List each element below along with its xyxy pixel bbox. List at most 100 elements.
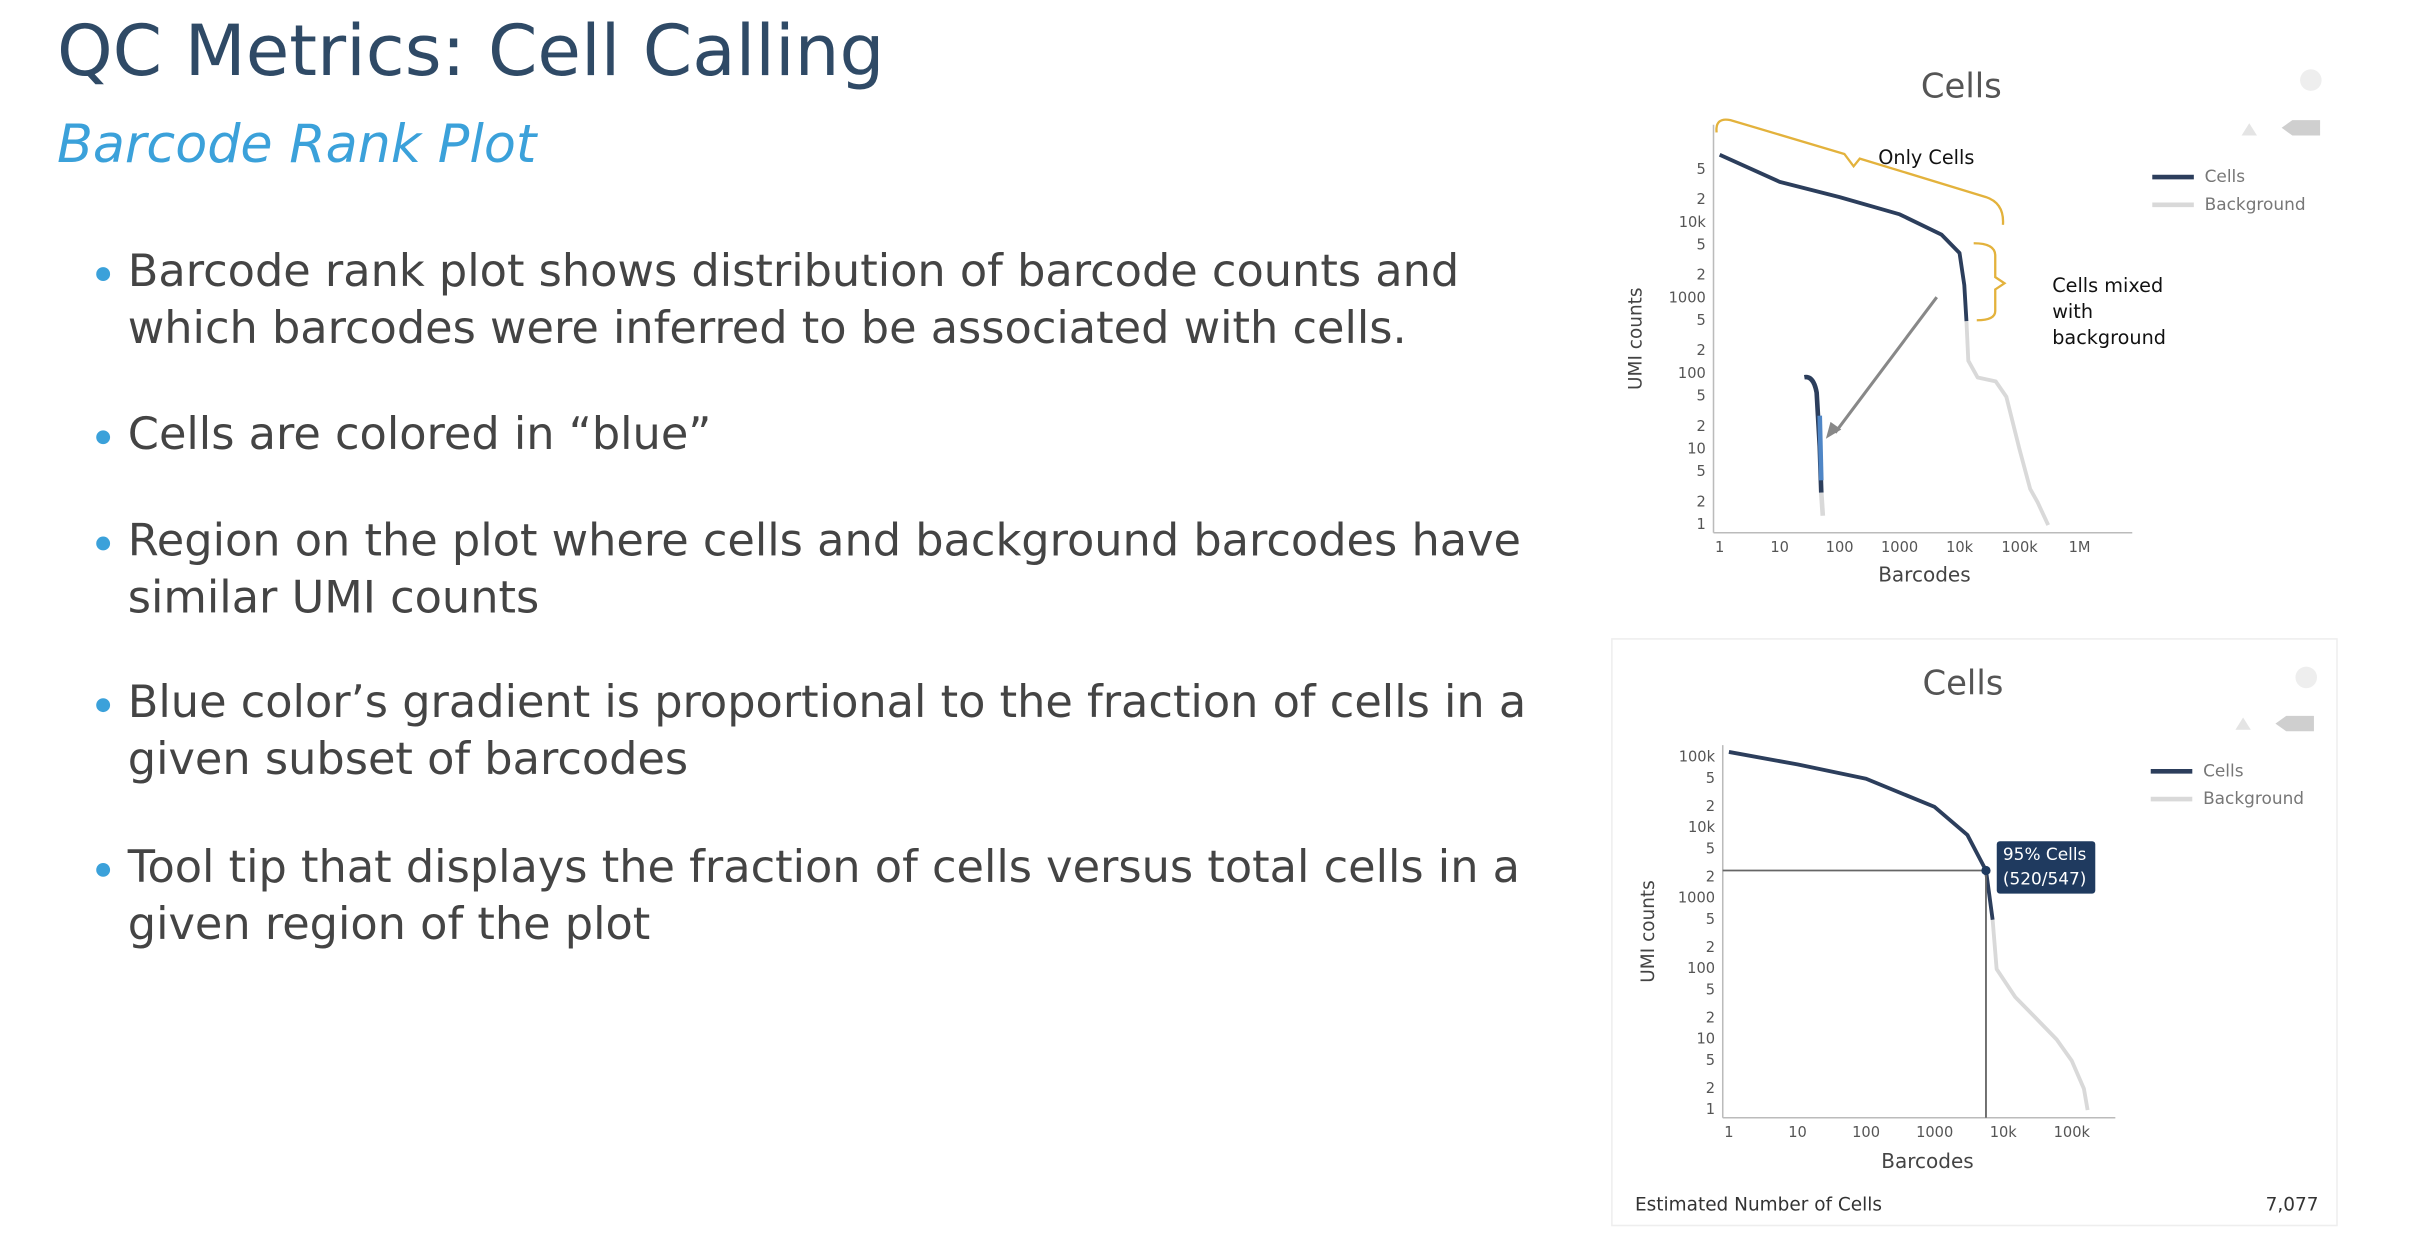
y-tick-label: 1 bbox=[1706, 1101, 1715, 1118]
y-tick-label: 2 bbox=[1706, 939, 1715, 956]
bullet-dot bbox=[96, 536, 111, 551]
y-tick-label: 100 bbox=[1678, 365, 1706, 382]
bullet-text: Tool tip that displays the fraction of c… bbox=[127, 841, 1520, 893]
series-line bbox=[1964, 321, 2050, 526]
y-tick-label: 2 bbox=[1706, 798, 1715, 815]
x-tick-label: 1M bbox=[2069, 539, 2091, 556]
y-tick-label: 2 bbox=[1697, 342, 1706, 359]
y-tick-label: 100k bbox=[1679, 749, 1716, 766]
tooltip-box bbox=[1996, 841, 2096, 894]
x-tick-label: 100 bbox=[1852, 1124, 1880, 1141]
zoom-inset bbox=[1817, 415, 1824, 481]
tag-icon[interactable] bbox=[2275, 715, 2314, 732]
y-tick-label: 5 bbox=[1706, 840, 1715, 857]
bullet-text: Region on the plot where cells and backg… bbox=[128, 514, 1521, 566]
help-icon[interactable] bbox=[2295, 666, 2318, 689]
bullet-text: given region of the plot bbox=[128, 898, 651, 950]
legend-label: Background bbox=[2205, 194, 2306, 214]
legend-label: Background bbox=[2203, 788, 2304, 808]
y-axis-label: UMI counts bbox=[1638, 880, 1659, 982]
bullet-dot bbox=[96, 862, 111, 877]
legend-label: Cells bbox=[2205, 166, 2245, 186]
bullet-text: which barcodes were inferred to be assoc… bbox=[128, 302, 1407, 354]
arrowhead bbox=[1825, 421, 1842, 439]
bullet-dot bbox=[96, 698, 111, 713]
y-tick-label: 1000 bbox=[1678, 890, 1715, 907]
y-tick-label: 5 bbox=[1697, 463, 1706, 480]
series-line bbox=[1990, 919, 2090, 1111]
bullet-dot bbox=[96, 430, 111, 445]
y-tick-label: 10 bbox=[1696, 1031, 1715, 1048]
y-tick-label: 10k bbox=[1679, 214, 1707, 231]
y-tick-label: 10k bbox=[1688, 819, 1716, 836]
tooltip-text: 95% Cells bbox=[2003, 844, 2086, 864]
annotation: with bbox=[2052, 300, 2093, 323]
y-tick-label: 1000 bbox=[1669, 289, 1706, 306]
zoom-inset bbox=[1818, 492, 1826, 516]
y-tick-label: 100 bbox=[1687, 960, 1715, 977]
y-tick-label: 5 bbox=[1697, 161, 1706, 178]
footer-label: Estimated Number of Cells bbox=[1635, 1194, 1882, 1215]
y-tick-label: 2 bbox=[1697, 191, 1706, 208]
tag-icon[interactable] bbox=[2281, 120, 2321, 136]
legend-label: Cells bbox=[2203, 760, 2243, 780]
x-tick-label: 1000 bbox=[1881, 539, 1918, 556]
x-axis-label: Barcodes bbox=[1878, 562, 1970, 586]
slide-subtitle: Barcode Rank Plot bbox=[57, 114, 539, 175]
footer-value: 7,077 bbox=[2266, 1194, 2319, 1215]
arrow bbox=[1833, 296, 1938, 434]
chart-title: Cells bbox=[1921, 66, 2002, 105]
bracket bbox=[1973, 242, 2007, 322]
x-tick-label: 100k bbox=[2054, 1124, 2091, 1141]
chart-title: Cells bbox=[1922, 664, 2003, 703]
y-tick-label: 2 bbox=[1706, 1080, 1715, 1097]
y-axis-label: UMI counts bbox=[1626, 287, 1647, 389]
y-tick-label: 5 bbox=[1706, 1052, 1715, 1069]
bullet-dot bbox=[96, 267, 111, 281]
annotation: background bbox=[2052, 326, 2166, 349]
y-tick-label: 2 bbox=[1706, 868, 1715, 885]
y-tick-label: 2 bbox=[1697, 267, 1706, 284]
bracket bbox=[1715, 118, 2005, 225]
bullet-text: Cells are colored in “blue” bbox=[128, 408, 712, 460]
home-icon[interactable] bbox=[2235, 717, 2251, 730]
y-tick-label: 1 bbox=[1697, 516, 1706, 533]
y-tick-label: 2 bbox=[1697, 418, 1706, 435]
x-tick-label: 10k bbox=[1946, 539, 1974, 556]
home-icon[interactable] bbox=[2241, 123, 2257, 136]
y-tick-label: 5 bbox=[1706, 770, 1715, 787]
x-tick-label: 10 bbox=[1770, 539, 1789, 556]
y-tick-label: 5 bbox=[1706, 981, 1715, 998]
help-icon[interactable] bbox=[2300, 69, 2322, 91]
x-tick-label: 1 bbox=[1724, 1124, 1733, 1141]
x-tick-label: 10k bbox=[1990, 1124, 2018, 1141]
chart-panel bbox=[1611, 638, 2338, 1227]
y-tick-label: 5 bbox=[1697, 388, 1706, 405]
y-tick-label: 10 bbox=[1687, 441, 1706, 458]
y-tick-label: 5 bbox=[1706, 911, 1715, 928]
y-tick-label: 2 bbox=[1697, 493, 1706, 510]
annotation: Only Cells bbox=[1878, 146, 1974, 169]
x-tick-label: 10 bbox=[1788, 1124, 1807, 1141]
series-line bbox=[1718, 152, 1969, 322]
bullet-text: similar UMI counts bbox=[128, 571, 539, 623]
x-tick-label: 100 bbox=[1826, 539, 1854, 556]
x-axis-label: Barcodes bbox=[1881, 1149, 1973, 1173]
zoom-inset bbox=[1803, 374, 1824, 493]
slide-title: QC Metrics: Cell Calling bbox=[57, 9, 884, 92]
x-tick-label: 1000 bbox=[1916, 1124, 1953, 1141]
y-tick-label: 5 bbox=[1697, 237, 1706, 254]
hover-point bbox=[1981, 865, 1991, 876]
bullet-text: given subset of barcodes bbox=[128, 733, 688, 785]
y-tick-label: 5 bbox=[1697, 312, 1706, 329]
annotation: Cells mixed bbox=[2052, 274, 2163, 297]
bullet-text: Barcode rank plot shows distribution of … bbox=[128, 245, 1459, 297]
y-tick-label: 2 bbox=[1706, 1009, 1715, 1026]
tooltip-text: (520/547) bbox=[2003, 869, 2087, 889]
bullet-text: Blue color’s gradient is proportional to… bbox=[128, 676, 1526, 728]
x-tick-label: 100k bbox=[2001, 539, 2038, 556]
x-tick-label: 1 bbox=[1715, 539, 1724, 556]
